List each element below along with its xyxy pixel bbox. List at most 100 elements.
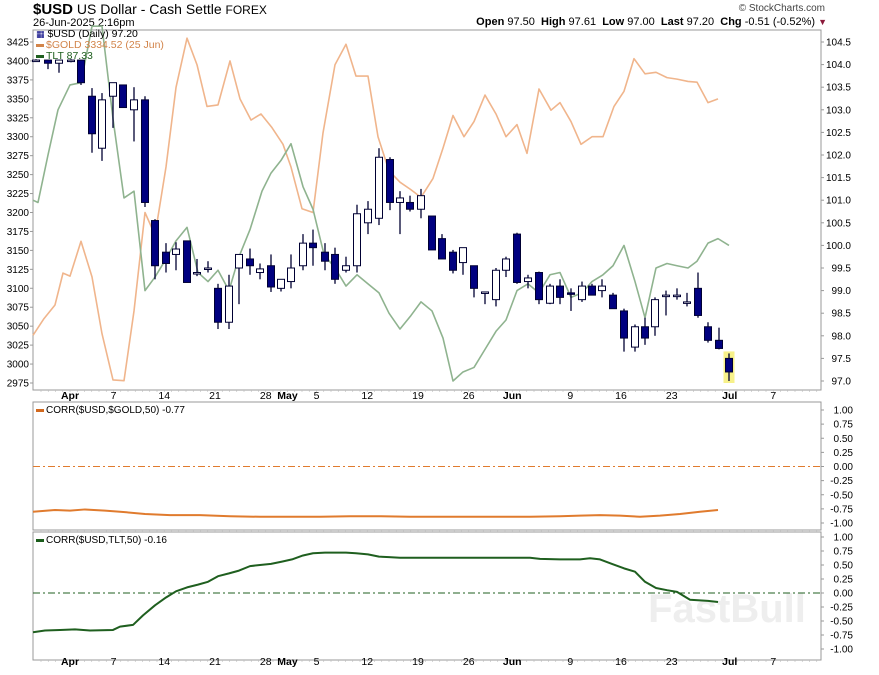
candle-down — [77, 59, 85, 84]
svg-text:0.00: 0.00 — [834, 462, 854, 473]
x-tick-label: 19 — [412, 390, 424, 402]
candle-down — [470, 265, 478, 289]
candlestick-icon: ▦ — [36, 29, 45, 39]
svg-text:3250: 3250 — [7, 170, 30, 181]
x-axis: Apr 7 14 21 28 May 5 12 19 26 Jun 9 16 23 Jul 7 Apr 7 14 21… — [40, 390, 818, 668]
svg-text:103.0: 103.0 — [826, 105, 851, 116]
x-tick-label: 12 — [361, 390, 373, 402]
svg-text:102.5: 102.5 — [826, 128, 851, 139]
chg-value: -0.51 (-0.52%) — [744, 16, 816, 28]
x-tick-label: Apr — [61, 390, 79, 402]
candle-up — [342, 265, 350, 271]
svg-text:100.0: 100.0 — [826, 241, 851, 252]
candle-down — [641, 326, 649, 339]
x-tick-label: 9 — [567, 390, 573, 402]
candle-down — [556, 285, 564, 298]
corr-tlt-legend: CORR($USD,TLT,50) -0.16 — [36, 535, 167, 546]
candle-up — [32, 59, 40, 63]
candle-down — [449, 251, 457, 271]
svg-text:-1.00: -1.00 — [830, 519, 853, 530]
candle-up — [172, 248, 180, 255]
gold-swatch-icon — [36, 43, 44, 47]
candle-down — [119, 84, 127, 109]
corr-gold-swatch-icon — [36, 408, 44, 412]
x-tick-label: 14 — [158, 656, 170, 668]
svg-text:-0.75: -0.75 — [830, 504, 853, 515]
candle-down — [309, 242, 317, 249]
svg-text:99.5: 99.5 — [832, 264, 852, 275]
candle-up — [277, 278, 285, 289]
svg-text:3325: 3325 — [7, 113, 30, 124]
chart-date: 26-Jun-2025 2:16pm — [33, 17, 135, 29]
candle-up — [256, 268, 264, 274]
candle-down — [183, 240, 191, 283]
candle-down — [267, 265, 275, 288]
svg-text:0.50: 0.50 — [834, 434, 854, 445]
candle-down — [214, 287, 222, 323]
svg-text:3100: 3100 — [7, 284, 30, 295]
candle-up — [98, 99, 106, 149]
svg-text:-0.25: -0.25 — [830, 476, 853, 487]
main-legend: ▦ $USD (Daily) 97.20 $GOLD 3334.52 (25 J… — [36, 29, 164, 62]
gold-line — [32, 37, 719, 382]
symbol: $USD — [33, 1, 74, 18]
candle-up — [287, 267, 295, 283]
svg-text:0.25: 0.25 — [834, 448, 854, 459]
corr-tlt-swatch-icon — [36, 538, 44, 542]
candle-up — [364, 208, 372, 224]
svg-text:97.5: 97.5 — [832, 354, 852, 365]
candle-up — [673, 294, 681, 298]
x-tick-label: Apr — [61, 656, 79, 668]
candle-up — [492, 269, 500, 301]
candle-up — [299, 242, 307, 267]
svg-text:3025: 3025 — [7, 341, 30, 352]
x-tick-label: 28 — [260, 656, 272, 668]
x-tick-label: 7 — [111, 656, 117, 668]
open-label: Open — [476, 16, 505, 28]
candle-up — [524, 277, 532, 283]
svg-text:98.0: 98.0 — [832, 331, 852, 342]
x-tick-label: May — [277, 390, 298, 402]
candle-up — [683, 301, 691, 304]
x-tick-label: 7 — [770, 390, 776, 402]
svg-text:3375: 3375 — [7, 75, 30, 86]
x-tick-label: 21 — [209, 656, 221, 668]
candle-up — [651, 299, 659, 328]
candle-down — [567, 292, 575, 295]
svg-text:3000: 3000 — [7, 360, 30, 371]
svg-text:3275: 3275 — [7, 151, 30, 162]
corr-gold-legend: CORR($USD,$GOLD,50) -0.77 — [36, 405, 185, 416]
svg-text:97.0: 97.0 — [832, 377, 852, 388]
svg-text:-1.00: -1.00 — [830, 645, 853, 656]
tlt-swatch-icon — [36, 54, 44, 58]
high-label: High — [541, 16, 566, 28]
x-tick-label: 26 — [463, 656, 475, 668]
candle-down — [513, 233, 521, 283]
x-tick-label: Jul — [722, 390, 737, 402]
x-tick-label: 16 — [615, 656, 627, 668]
svg-text:3400: 3400 — [7, 56, 30, 67]
usd-candles — [32, 59, 735, 383]
x-tick-label: 19 — [412, 656, 424, 668]
x-tick-label: Jul — [722, 656, 737, 668]
candle-down — [620, 310, 628, 339]
x-tick-label: 16 — [615, 390, 627, 402]
svg-text:101.0: 101.0 — [826, 196, 851, 207]
x-tick-label: 5 — [314, 390, 320, 402]
svg-text:98.5: 98.5 — [832, 309, 852, 320]
candle-down — [321, 251, 329, 262]
right-axis-corr-gold: 1.00 0.75 0.50 0.25 0.00 -0.25 -0.50 -0.75 -1.00 — [821, 406, 853, 530]
svg-text:3075: 3075 — [7, 303, 30, 314]
low-value: 97.00 — [627, 16, 655, 28]
corr-tlt-line — [32, 551, 719, 634]
candle-up — [67, 59, 75, 63]
svg-text:0.75: 0.75 — [834, 547, 854, 558]
brand-watermark: © StockCharts.com — [738, 3, 825, 14]
x-tick-label: 28 — [260, 390, 272, 402]
right-axis-corr-tlt: 1.00 0.75 0.50 0.25 0.00 -0.25 -0.50 -0.75 -1.00 — [821, 533, 853, 656]
svg-text:102.0: 102.0 — [826, 151, 851, 162]
fastbull-watermark: FastBull — [648, 587, 806, 631]
quote-bar: Open 97.50 High 97.61 Low 97.00 Last 97.… — [476, 16, 827, 28]
down-triangle-icon: ▼ — [818, 17, 827, 27]
